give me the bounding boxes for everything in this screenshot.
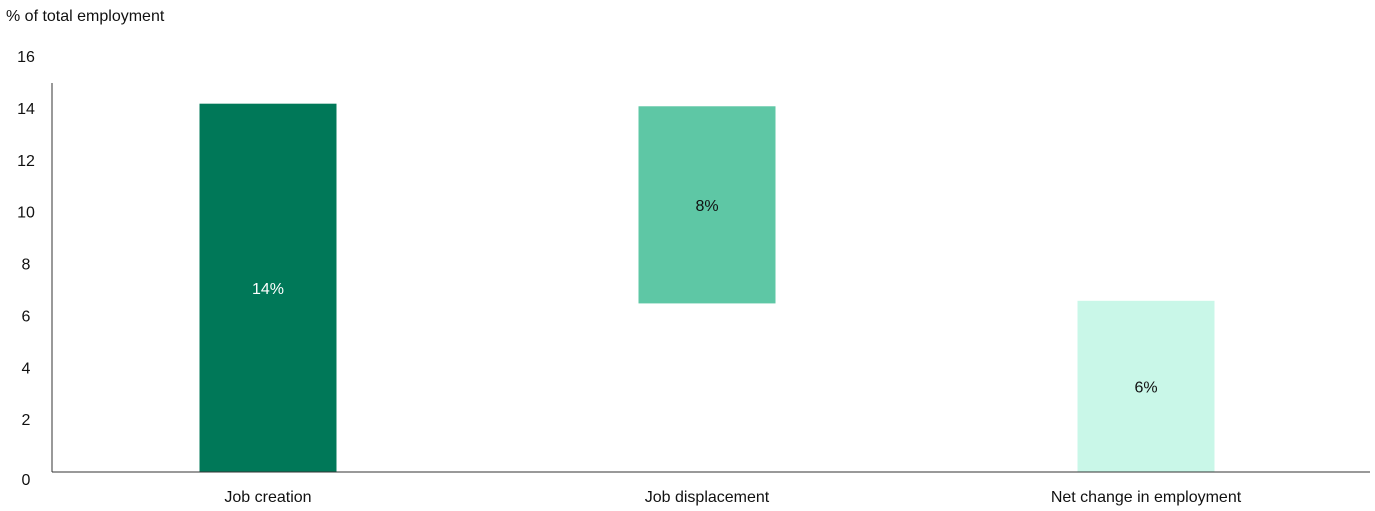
y-tick-label-12: 12 xyxy=(17,153,35,170)
x-category-label-net-change-in-employment: Net change in employment xyxy=(1051,489,1242,506)
bars: 14% 8% 6% xyxy=(199,103,1215,472)
y-tick-label-4: 4 xyxy=(22,360,31,377)
y-axis-title: % of total employment xyxy=(6,8,165,25)
y-tick-label-10: 10 xyxy=(17,205,35,222)
y-tick-label-6: 6 xyxy=(22,308,31,325)
y-tick-label-16: 16 xyxy=(17,49,35,66)
y-tick-label-2: 2 xyxy=(22,412,31,429)
data-label-job-displacement: 8% xyxy=(695,198,718,215)
data-label-job-creation: 14% xyxy=(252,281,284,298)
y-tick-label-0: 0 xyxy=(22,472,31,489)
x-axis-categories: Job creation Job displacement Net change i… xyxy=(224,489,1241,506)
y-tick-label-14: 14 xyxy=(17,101,35,118)
bar-job-creation xyxy=(199,103,337,472)
bar-net-change-in-employment xyxy=(1077,300,1215,472)
x-category-label-job-creation: Job creation xyxy=(224,489,311,506)
data-label-net-change-in-employment: 6% xyxy=(1134,379,1157,396)
y-tick-label-8: 8 xyxy=(22,257,31,274)
y-axis-ticks: 0 2 4 6 8 10 12 14 16 xyxy=(17,49,35,489)
x-category-label-job-displacement: Job displacement xyxy=(645,489,770,506)
bar-job-displacement xyxy=(638,106,776,304)
